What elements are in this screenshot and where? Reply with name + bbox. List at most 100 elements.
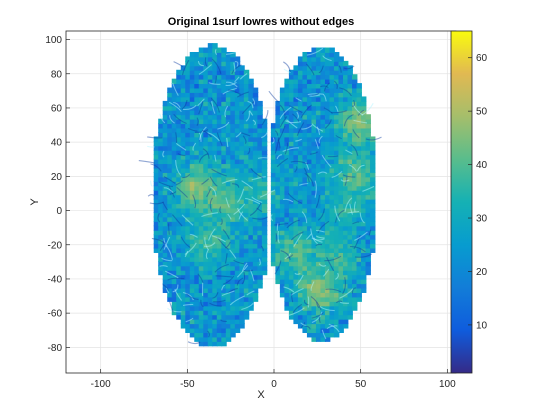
surface-patch — [216, 229, 223, 236]
surface-patch — [315, 336, 322, 342]
surface-patch — [225, 300, 232, 307]
surface-patch — [185, 96, 191, 102]
surface-patch — [257, 172, 263, 178]
surface-patch — [324, 60, 331, 67]
surface-patch — [311, 256, 317, 262]
surface-patch — [284, 225, 290, 231]
sulcus-stroke — [283, 286, 295, 293]
surface-patch — [221, 300, 227, 307]
surface-patch — [203, 172, 209, 178]
surface-patch — [225, 136, 232, 142]
surface-patch — [352, 234, 358, 240]
surface-patch — [198, 274, 205, 280]
surface-patch — [365, 167, 371, 173]
surface-patch — [158, 238, 164, 245]
surface-patch — [243, 105, 250, 111]
surface-patch — [207, 96, 214, 102]
surface-patch — [297, 260, 304, 267]
surface-patch — [315, 114, 322, 120]
surface-patch — [329, 203, 335, 209]
sulcus-stroke — [167, 307, 182, 313]
surface-patch — [252, 212, 259, 218]
sulcus-stroke — [236, 188, 245, 203]
surface-patch — [234, 158, 241, 165]
surface-patch — [212, 194, 218, 200]
surface-patch — [270, 145, 277, 151]
surface-patch — [225, 234, 232, 240]
surface-patch — [324, 194, 331, 200]
surface-patch — [293, 234, 299, 240]
surface-patch — [243, 309, 250, 316]
surface-patch — [248, 172, 254, 178]
sulcus-stroke — [252, 98, 256, 105]
surface-patch — [297, 127, 304, 133]
surface-patch — [212, 300, 218, 307]
surface-patch — [306, 203, 313, 209]
surface-patch — [252, 243, 259, 249]
surface-patch — [234, 216, 241, 222]
surface-patch — [297, 60, 304, 67]
surface-patch — [176, 212, 182, 218]
sulcus-stroke — [225, 81, 238, 88]
sulcus-stroke — [349, 203, 354, 215]
surface-patch — [320, 145, 326, 151]
surface-patch — [194, 65, 200, 71]
surface-patch — [185, 56, 191, 62]
surface-patch — [225, 100, 232, 107]
surface-patch — [311, 78, 317, 85]
surface-patch — [203, 47, 209, 53]
sulcus-stroke — [351, 287, 357, 294]
sulcus-stroke — [311, 92, 320, 96]
sulcus-stroke — [209, 197, 214, 212]
sulcus-stroke — [241, 302, 254, 311]
surface-patch — [207, 265, 214, 271]
surface-patch — [230, 247, 236, 253]
surface-patch — [329, 92, 335, 98]
surface-patch — [243, 287, 250, 293]
surface-patch — [207, 118, 214, 125]
surface-patch — [248, 118, 254, 125]
surface-patch — [162, 234, 169, 240]
surface-patch — [275, 136, 281, 142]
surface-patch — [189, 234, 196, 240]
surface-patch — [293, 65, 299, 71]
surface-patch — [306, 220, 313, 227]
surface-patch — [315, 69, 322, 76]
surface-patch — [167, 132, 173, 138]
surface-patch — [338, 136, 344, 142]
surface-patch — [203, 189, 209, 196]
surface-patch — [352, 194, 358, 200]
surface-patch — [167, 87, 173, 93]
surface-patch — [342, 176, 349, 182]
surface-patch — [203, 163, 209, 169]
surface-patch — [302, 127, 308, 133]
surface-patch — [176, 300, 182, 307]
surface-patch — [189, 176, 196, 182]
sulcus-stroke — [147, 136, 163, 139]
surface-patch — [212, 118, 218, 125]
surface-patch — [361, 252, 367, 258]
surface-patch — [329, 198, 335, 205]
surface-patch — [162, 127, 169, 133]
surface-patch — [189, 243, 196, 249]
surface-patch — [261, 220, 268, 227]
surface-patch — [207, 149, 214, 156]
surface-patch — [356, 243, 362, 249]
surface-patch — [198, 256, 205, 262]
surface-patch — [324, 140, 331, 147]
surface-patch — [216, 96, 223, 102]
surface-patch — [203, 74, 209, 80]
sulcus-stroke — [246, 290, 255, 296]
surface-patch — [248, 234, 254, 240]
surface-patch — [176, 118, 182, 125]
surface-patch — [324, 323, 331, 329]
surface-patch — [176, 243, 182, 249]
surface-patch — [324, 234, 331, 240]
x-axis-ticks: -100 -50 0 50 100 — [91, 369, 456, 390]
surface-patch — [365, 127, 371, 133]
surface-patch — [347, 256, 353, 262]
surface-patch — [320, 256, 326, 262]
surface-patch — [324, 74, 331, 80]
surface-patch — [248, 149, 254, 156]
surface-patch — [167, 149, 173, 156]
